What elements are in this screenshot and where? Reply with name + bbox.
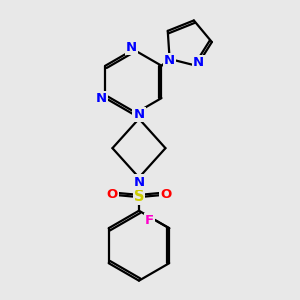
Text: O: O [160,188,172,201]
Text: N: N [126,41,137,54]
Text: N: N [164,54,175,67]
Text: N: N [134,108,145,121]
Text: F: F [145,214,154,227]
Text: N: N [96,92,107,105]
Text: S: S [134,188,144,203]
Text: N: N [134,176,145,188]
Text: N: N [193,56,204,69]
Text: O: O [106,188,118,201]
